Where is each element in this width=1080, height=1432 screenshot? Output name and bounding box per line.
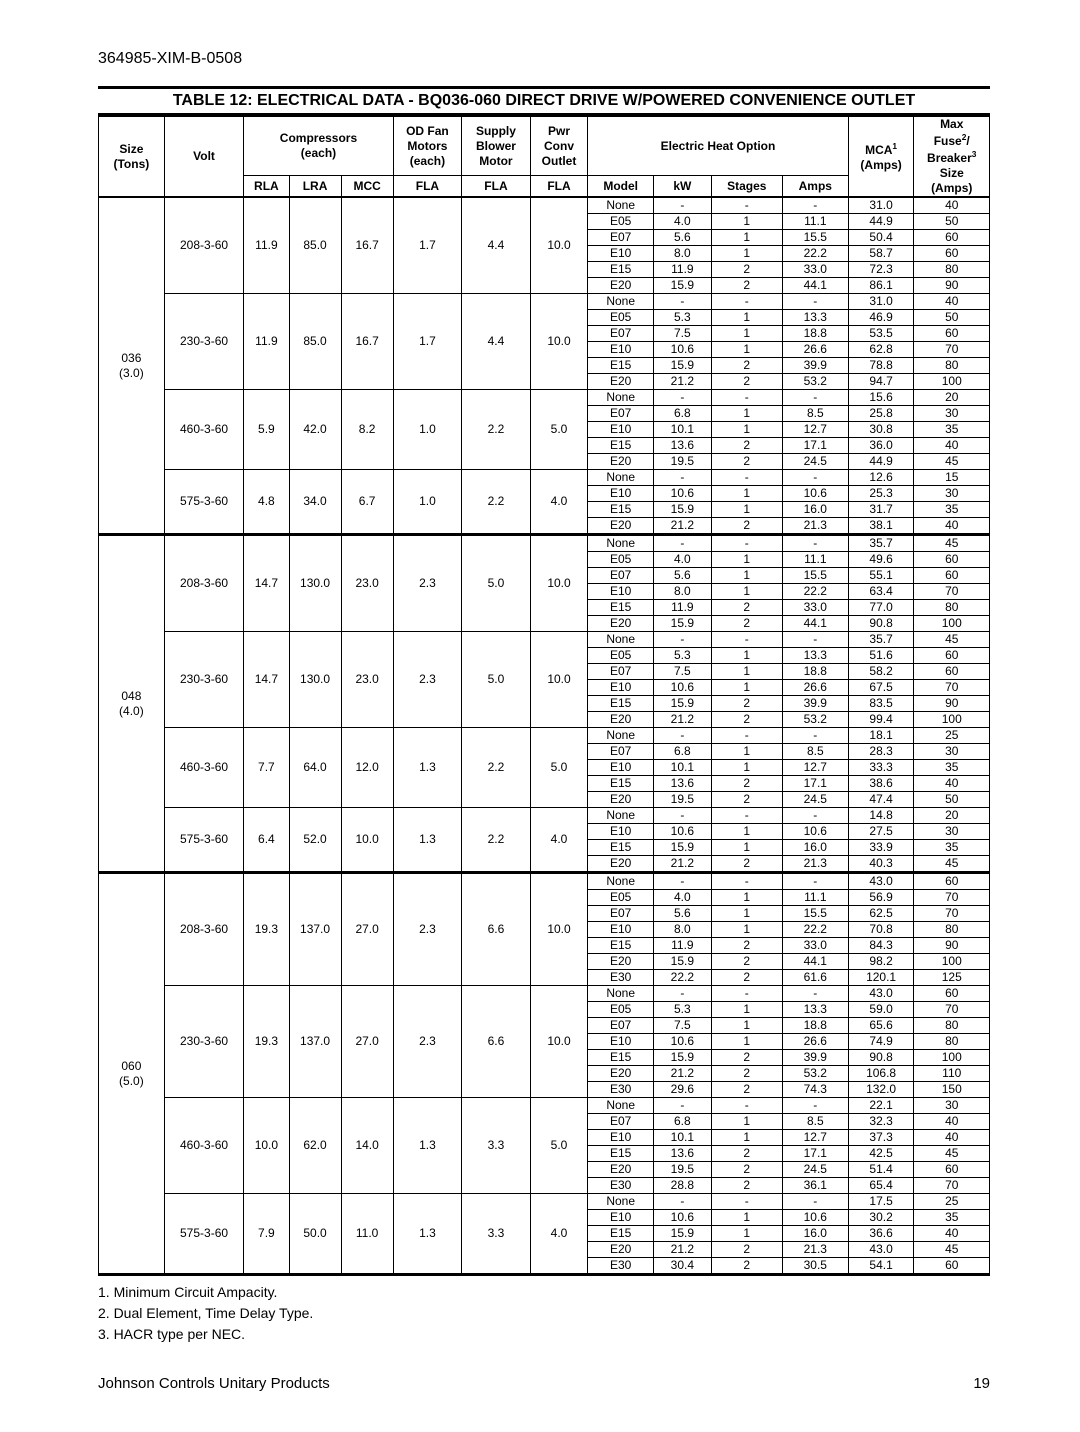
footer-right: 19 [973,1375,990,1392]
table-caption: TABLE 12: ELECTRICAL DATA - BQ036-060 DI… [98,92,990,110]
footnotes: 1. Minimum Circuit Ampacity.2. Dual Elem… [98,1282,990,1345]
table-caption-wrap: TABLE 12: ELECTRICAL DATA - BQ036-060 DI… [98,86,990,116]
footer-left: Johnson Controls Unitary Products [98,1375,330,1392]
doc-id: 364985-XIM-B-0508 [98,50,990,68]
electrical-data-table: Size(Tons)VoltCompressors(each)OD FanMot… [98,116,990,1276]
